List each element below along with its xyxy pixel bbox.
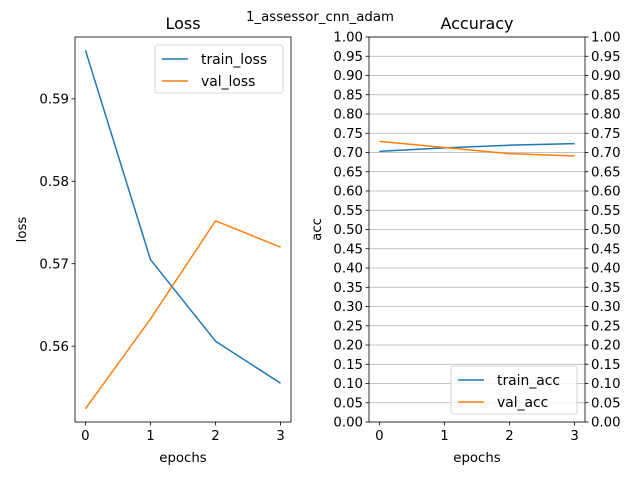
loss-legend: train_loss val_loss [154, 44, 284, 94]
acc-y2-tick-label: 0.90 [591, 69, 621, 84]
acc-y-tick-label: 0.95 [333, 50, 363, 65]
acc-y2-tick-label: 0.00 [591, 416, 621, 431]
loss-plot: Loss 0 1 2 3 0.56 0.57 0.58 0.59 epochs loss train_… [15, 14, 292, 466]
train_acc-legend-label: train_acc [497, 373, 560, 389]
loss-axes-frame [74, 36, 292, 423]
acc-y-tick-label: 0.85 [333, 88, 363, 103]
acc-y2-tick-label: 0.15 [591, 358, 621, 373]
loss-x-tick-label: 2 [211, 429, 219, 444]
acc-y2-tick-label: 0.30 [591, 300, 621, 315]
acc-y2-tick-label: 0.65 [591, 165, 621, 180]
loss-x-tick-label: 3 [276, 429, 284, 444]
acc-y2-tick-label: 0.45 [591, 242, 621, 257]
acc-xlabel: epochs [453, 451, 500, 466]
train_acc-line [379, 142, 575, 153]
acc-y2-tick-label: 0.20 [591, 339, 621, 354]
val_acc-line [379, 140, 575, 157]
acc-title: Accuracy [440, 14, 513, 33]
acc-y-tick-label: 0.05 [333, 396, 363, 411]
acc-y2-tick-label: 0.05 [591, 396, 621, 411]
acc-y2-tick-label: 0.40 [591, 262, 621, 277]
acc-axes-frame [368, 36, 586, 423]
acc-y2-tick-label: 0.75 [591, 127, 621, 142]
acc-x-tick-label: 1 [440, 429, 448, 444]
acc-y-tick-label: 0.25 [333, 319, 363, 334]
val_loss-line [84, 220, 281, 410]
acc-x-tick-label: 2 [505, 429, 513, 444]
acc-y-tick-label: 0.45 [333, 242, 363, 257]
loss-y-tick-label: 0.57 [39, 257, 69, 272]
acc-y2-tick-label: 0.25 [591, 319, 621, 334]
acc-y2-tick-label: 1.00 [591, 31, 621, 46]
acc-y2-tick-label: 0.10 [591, 377, 621, 392]
loss-ylabel: loss [15, 217, 30, 243]
loss-x-tick-label: 0 [81, 429, 89, 444]
acc-y-tick-label: 0.40 [333, 262, 363, 277]
acc-y2-tick-label: 0.55 [591, 204, 621, 219]
acc-y-tick-label: 0.60 [333, 185, 363, 200]
acc-y-tick-label: 0.30 [333, 300, 363, 315]
acc-y2-tick-label: 0.70 [591, 146, 621, 161]
train_loss-line [84, 49, 281, 384]
acc-y-tick-label: 0.35 [333, 281, 363, 296]
acc-y2-tick-label: 0.80 [591, 108, 621, 123]
acc-y-tick-label: 0.70 [333, 146, 363, 161]
acc-y-tick-label: 1.00 [333, 31, 363, 46]
acc-x-tick-label: 3 [570, 429, 578, 444]
acc-y-tick-label: 0.00 [333, 416, 363, 431]
loss-xlabel: epochs [159, 451, 206, 466]
acc-y-tick-label: 0.10 [333, 377, 363, 392]
val_loss-legend-label: val_loss [201, 74, 255, 90]
accuracy-plot: Accuracy 0 1 2 3 0.00 0.00 0.05 0.05 0.10 0.10 0.15… [310, 14, 621, 466]
acc-y-tick-label: 0.75 [333, 127, 363, 142]
acc-y2-tick-label: 0.35 [591, 281, 621, 296]
acc-y-tick-label: 0.50 [333, 223, 363, 238]
train_loss-legend-label: train_loss [201, 52, 267, 68]
figure-suptitle: 1_assessor_cnn_adam [246, 10, 394, 25]
acc-y-tick-label: 0.15 [333, 358, 363, 373]
acc-y2-tick-label: 0.85 [591, 88, 621, 103]
loss-title: Loss [165, 14, 200, 33]
acc-y2-tick-label: 0.95 [591, 50, 621, 65]
acc-y-tick-label: 0.80 [333, 108, 363, 123]
loss-y-tick-label: 0.59 [39, 92, 69, 107]
loss-y-tick-label: 0.58 [39, 175, 69, 190]
acc-y2-tick-label: 0.50 [591, 223, 621, 238]
loss-x-tick-label: 1 [146, 429, 154, 444]
acc-ylabel: acc [310, 218, 325, 241]
acc-y-tick-label: 0.65 [333, 165, 363, 180]
acc-y-tick-label: 0.55 [333, 204, 363, 219]
loss-y-tick-label: 0.56 [39, 340, 69, 355]
val_acc-legend-label: val_acc [497, 395, 548, 411]
acc-y-tick-label: 0.20 [333, 339, 363, 354]
acc-y2-tick-label: 0.60 [591, 185, 621, 200]
acc-y-tick-label: 0.90 [333, 69, 363, 84]
acc-legend: train_acc val_acc [450, 365, 578, 415]
acc-x-tick-label: 0 [375, 429, 383, 444]
